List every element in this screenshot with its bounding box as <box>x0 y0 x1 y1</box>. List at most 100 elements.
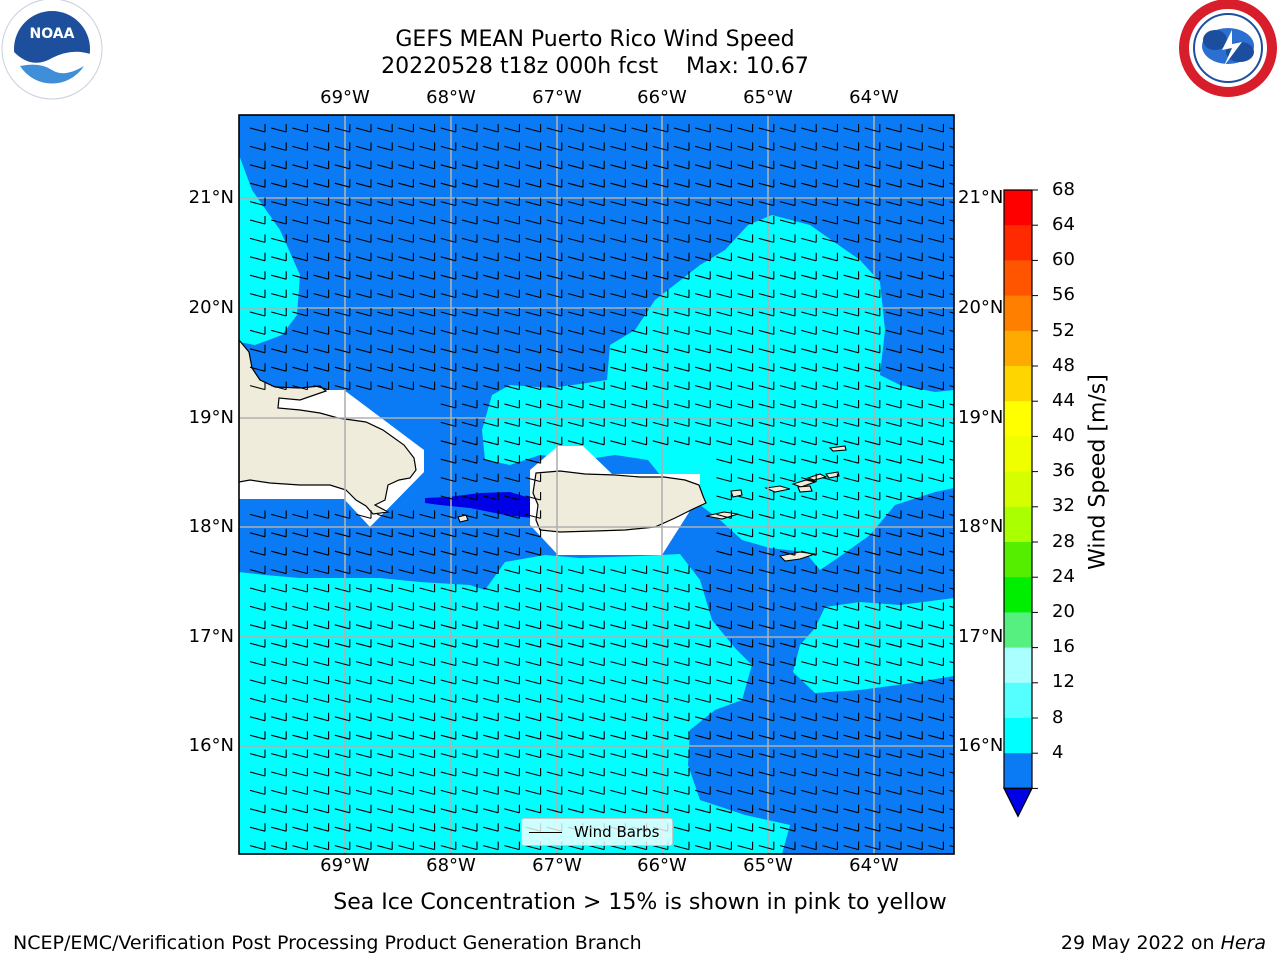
wind-barb <box>758 124 775 133</box>
wind-barb <box>737 786 754 795</box>
wind-barb <box>398 179 414 188</box>
wind-barb <box>716 160 732 170</box>
wind-barb <box>610 142 626 151</box>
wind-barb <box>610 197 626 207</box>
wind-barb <box>673 768 690 777</box>
wind-barb <box>779 197 796 207</box>
wind-barb <box>779 547 796 556</box>
wind-barb <box>313 271 330 280</box>
wind-barb <box>504 657 520 667</box>
wind-barb <box>907 492 923 501</box>
wind-barb <box>673 657 690 667</box>
wind-barb <box>864 731 881 740</box>
wind-barb <box>695 823 711 832</box>
wind-barb <box>589 142 605 151</box>
wind-barb <box>673 142 690 151</box>
wind-barb <box>864 400 881 409</box>
wind-barb <box>589 749 605 759</box>
wind-barb <box>737 804 754 814</box>
wind-barb <box>398 528 414 538</box>
colorbar-tick: 44 <box>1052 390 1075 411</box>
wind-barb <box>885 234 902 243</box>
wind-barb <box>546 363 563 372</box>
wind-barb <box>737 381 754 391</box>
wind-barb <box>822 436 838 446</box>
wind-barb <box>440 804 457 814</box>
wind-barb <box>822 528 838 538</box>
wind-barb <box>292 749 308 759</box>
wind-barb <box>504 400 520 409</box>
wind-barb <box>461 216 478 225</box>
wind-barb <box>313 381 330 391</box>
wind-barb <box>843 694 860 703</box>
wind-barb <box>398 289 414 299</box>
wind-barb <box>885 289 902 299</box>
wind-barb <box>589 197 605 207</box>
wind-barb <box>398 731 414 740</box>
wind-barb <box>461 602 478 611</box>
wind-barb <box>610 639 626 648</box>
wind-barb <box>461 841 478 851</box>
lon-tick-top: 69°W <box>320 87 370 108</box>
wind-barb <box>801 749 817 759</box>
wind-barb <box>334 694 351 703</box>
wind-barb <box>822 271 838 280</box>
wind-barb <box>419 179 436 188</box>
wind-barb <box>525 639 542 648</box>
wind-barb <box>949 348 954 351</box>
colorbar-tick: 4 <box>1052 742 1064 763</box>
lon-tick-top: 64°W <box>849 87 899 108</box>
wind-barb <box>843 216 860 225</box>
wind-barb <box>525 712 542 722</box>
wind-barb <box>801 363 817 372</box>
wind-barb <box>461 124 478 133</box>
wind-barb <box>737 308 754 317</box>
wind-barb <box>907 326 923 335</box>
wind-barb <box>801 473 817 483</box>
colorbar-segment <box>1004 295 1032 332</box>
wind-barb <box>249 657 266 667</box>
wind-barb <box>292 841 308 851</box>
wind-barb <box>504 841 520 851</box>
lon-tick-bottom: 66°W <box>637 855 687 876</box>
wind-barb <box>525 565 542 575</box>
wind-barb <box>419 124 436 133</box>
wind-barb <box>292 676 308 685</box>
wind-barb <box>907 436 923 446</box>
wind-barb <box>355 308 372 317</box>
wind-barb <box>271 694 287 703</box>
wind-barb <box>737 289 754 299</box>
wind-barb <box>695 676 711 685</box>
wind-barb <box>928 436 944 446</box>
wind-barb <box>949 385 954 388</box>
legend-label: Wind Barbs <box>574 823 660 841</box>
wind-barb <box>737 179 754 188</box>
wind-barb <box>822 749 838 759</box>
wind-barb <box>461 473 478 483</box>
wind-barb <box>801 216 817 225</box>
wind-barb <box>377 639 393 648</box>
wind-barb <box>779 620 796 630</box>
wind-barb <box>461 584 478 593</box>
wind-barb <box>907 768 923 777</box>
wind-barb <box>716 216 732 225</box>
wind-barb <box>673 841 690 851</box>
wind-barb <box>758 804 775 814</box>
wind-barb <box>271 712 287 722</box>
wind-barb <box>377 363 393 372</box>
wind-barb <box>695 271 711 280</box>
wind-barb <box>822 124 838 133</box>
wind-barb <box>758 694 775 703</box>
wind-barb <box>355 363 372 372</box>
wind-barb <box>822 252 838 262</box>
wind-barb <box>355 786 372 795</box>
wind-barb <box>737 823 754 832</box>
wind-barb <box>779 657 796 667</box>
wind-barb <box>249 823 266 832</box>
wind-barb <box>822 584 838 593</box>
wind-barb <box>546 565 563 575</box>
noaa-logo: NOAA <box>1 0 103 100</box>
wind-barb <box>483 344 499 354</box>
wind-barb <box>758 749 775 759</box>
wind-barb <box>589 160 605 170</box>
